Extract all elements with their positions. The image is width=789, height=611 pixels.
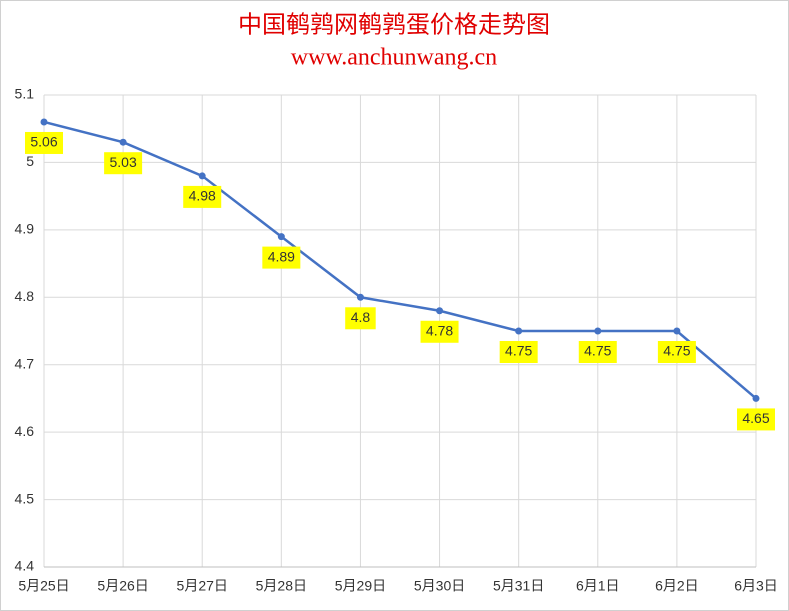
- data-label: 4.75: [584, 343, 611, 359]
- label-box: [25, 131, 63, 154]
- y-tick-label: 4.6: [15, 423, 35, 439]
- point: [356, 293, 364, 301]
- data-label: 4.8: [351, 309, 371, 325]
- data-label: 5.06: [30, 134, 57, 150]
- point: [594, 327, 602, 335]
- point: [752, 394, 760, 402]
- y-tick-label: 5: [26, 153, 34, 169]
- chart-subtitle: www.anchunwang.cn: [291, 45, 497, 71]
- chart-title: 中国鹌鹑网鹌鹑蛋价格走势图: [238, 11, 550, 39]
- y-tick-label: 4.5: [15, 490, 35, 506]
- y-tick-label: 4.9: [15, 221, 35, 237]
- line: [43, 120, 757, 400]
- label-box: [578, 341, 617, 363]
- y-tick-label: 4.7: [15, 355, 35, 371]
- data-label: 5.03: [109, 154, 136, 170]
- label-box: [499, 341, 538, 363]
- point: [436, 307, 444, 315]
- label-box: [657, 341, 696, 363]
- x-tick-label: 5月30日: [414, 578, 465, 594]
- x-tick-label: 5月29日: [335, 578, 386, 594]
- label-box: [345, 307, 376, 330]
- x-tick-label: 6月3日: [734, 578, 778, 594]
- data-label: 4.75: [663, 343, 690, 359]
- x-tick-label: 6月1日: [576, 578, 620, 594]
- data-label: 4.89: [268, 248, 295, 264]
- x-tick-label: 5月28日: [256, 578, 307, 594]
- x-tick-label: 5月26日: [97, 578, 148, 594]
- label-box: [420, 320, 459, 343]
- label-box: [262, 246, 301, 269]
- data-label: 4.98: [189, 188, 216, 204]
- y-tick-label: 4.8: [15, 288, 35, 304]
- x-tick-label: 5月31日: [493, 578, 544, 594]
- y-tick-label: 5.1: [15, 86, 35, 102]
- point: [673, 327, 681, 335]
- x-tick-label: 6月2日: [655, 578, 699, 594]
- x-tick-label: 5月27日: [177, 578, 228, 594]
- data-label: 4.78: [426, 322, 453, 338]
- label-box: [183, 185, 222, 208]
- x-tick-label: 5月25日: [18, 578, 69, 594]
- point: [40, 118, 48, 126]
- label-box: [737, 408, 775, 431]
- point: [277, 233, 285, 241]
- label-box: [104, 152, 143, 175]
- point: [119, 138, 127, 146]
- point: [198, 172, 206, 180]
- point: [515, 327, 523, 335]
- data-label: 4.75: [505, 343, 532, 359]
- y-tick-label: 4.4: [15, 558, 35, 574]
- data-label: 4.65: [742, 410, 769, 426]
